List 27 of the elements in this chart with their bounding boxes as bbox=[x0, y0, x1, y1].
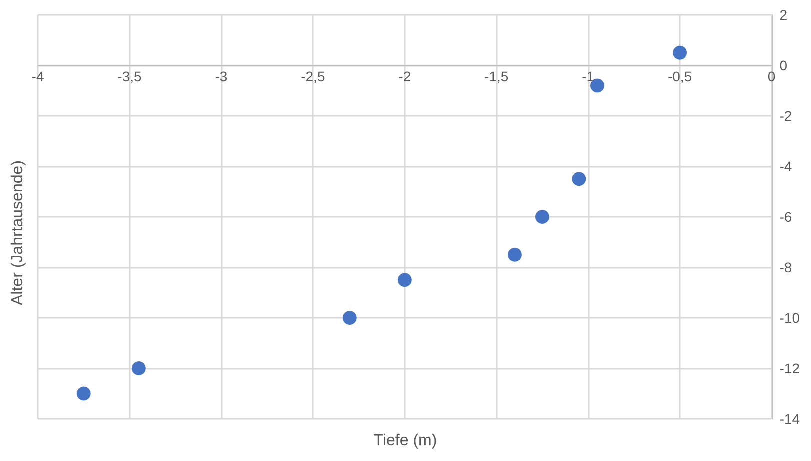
y-tick-label: -12 bbox=[780, 360, 800, 376]
x-axis-title: Tiefe (m) bbox=[374, 432, 438, 450]
x-tick-label: -2,5 bbox=[301, 68, 326, 85]
x-tick-label: -0,5 bbox=[668, 68, 692, 85]
point bbox=[572, 172, 586, 186]
x-tick-label: -4 bbox=[32, 68, 44, 85]
point bbox=[132, 362, 146, 376]
point bbox=[342, 311, 357, 325]
point bbox=[76, 386, 91, 401]
x-tick-label: -2 bbox=[398, 68, 412, 85]
point bbox=[398, 273, 412, 288]
point bbox=[535, 210, 550, 224]
point bbox=[673, 46, 688, 60]
x-tick-label: -3,5 bbox=[118, 68, 142, 85]
y-tick-label: -4 bbox=[780, 158, 792, 174]
y-tick-label: -10 bbox=[780, 310, 800, 326]
x-tick-label: -3 bbox=[215, 68, 228, 85]
y-tick-label: -6 bbox=[780, 209, 792, 225]
y-tick-label: -2 bbox=[780, 108, 792, 124]
y-tick-label: -8 bbox=[780, 260, 792, 276]
y-axis-title: Alter (Jahrtausende) bbox=[10, 160, 26, 306]
y-tick-label: -14 bbox=[780, 411, 800, 427]
x-tick-label: 0 bbox=[768, 68, 776, 85]
y-tick-label: 2 bbox=[780, 7, 788, 23]
point bbox=[508, 248, 522, 262]
x-tick-label: -1,5 bbox=[484, 68, 509, 85]
y-tick-label: 0 bbox=[780, 58, 788, 74]
